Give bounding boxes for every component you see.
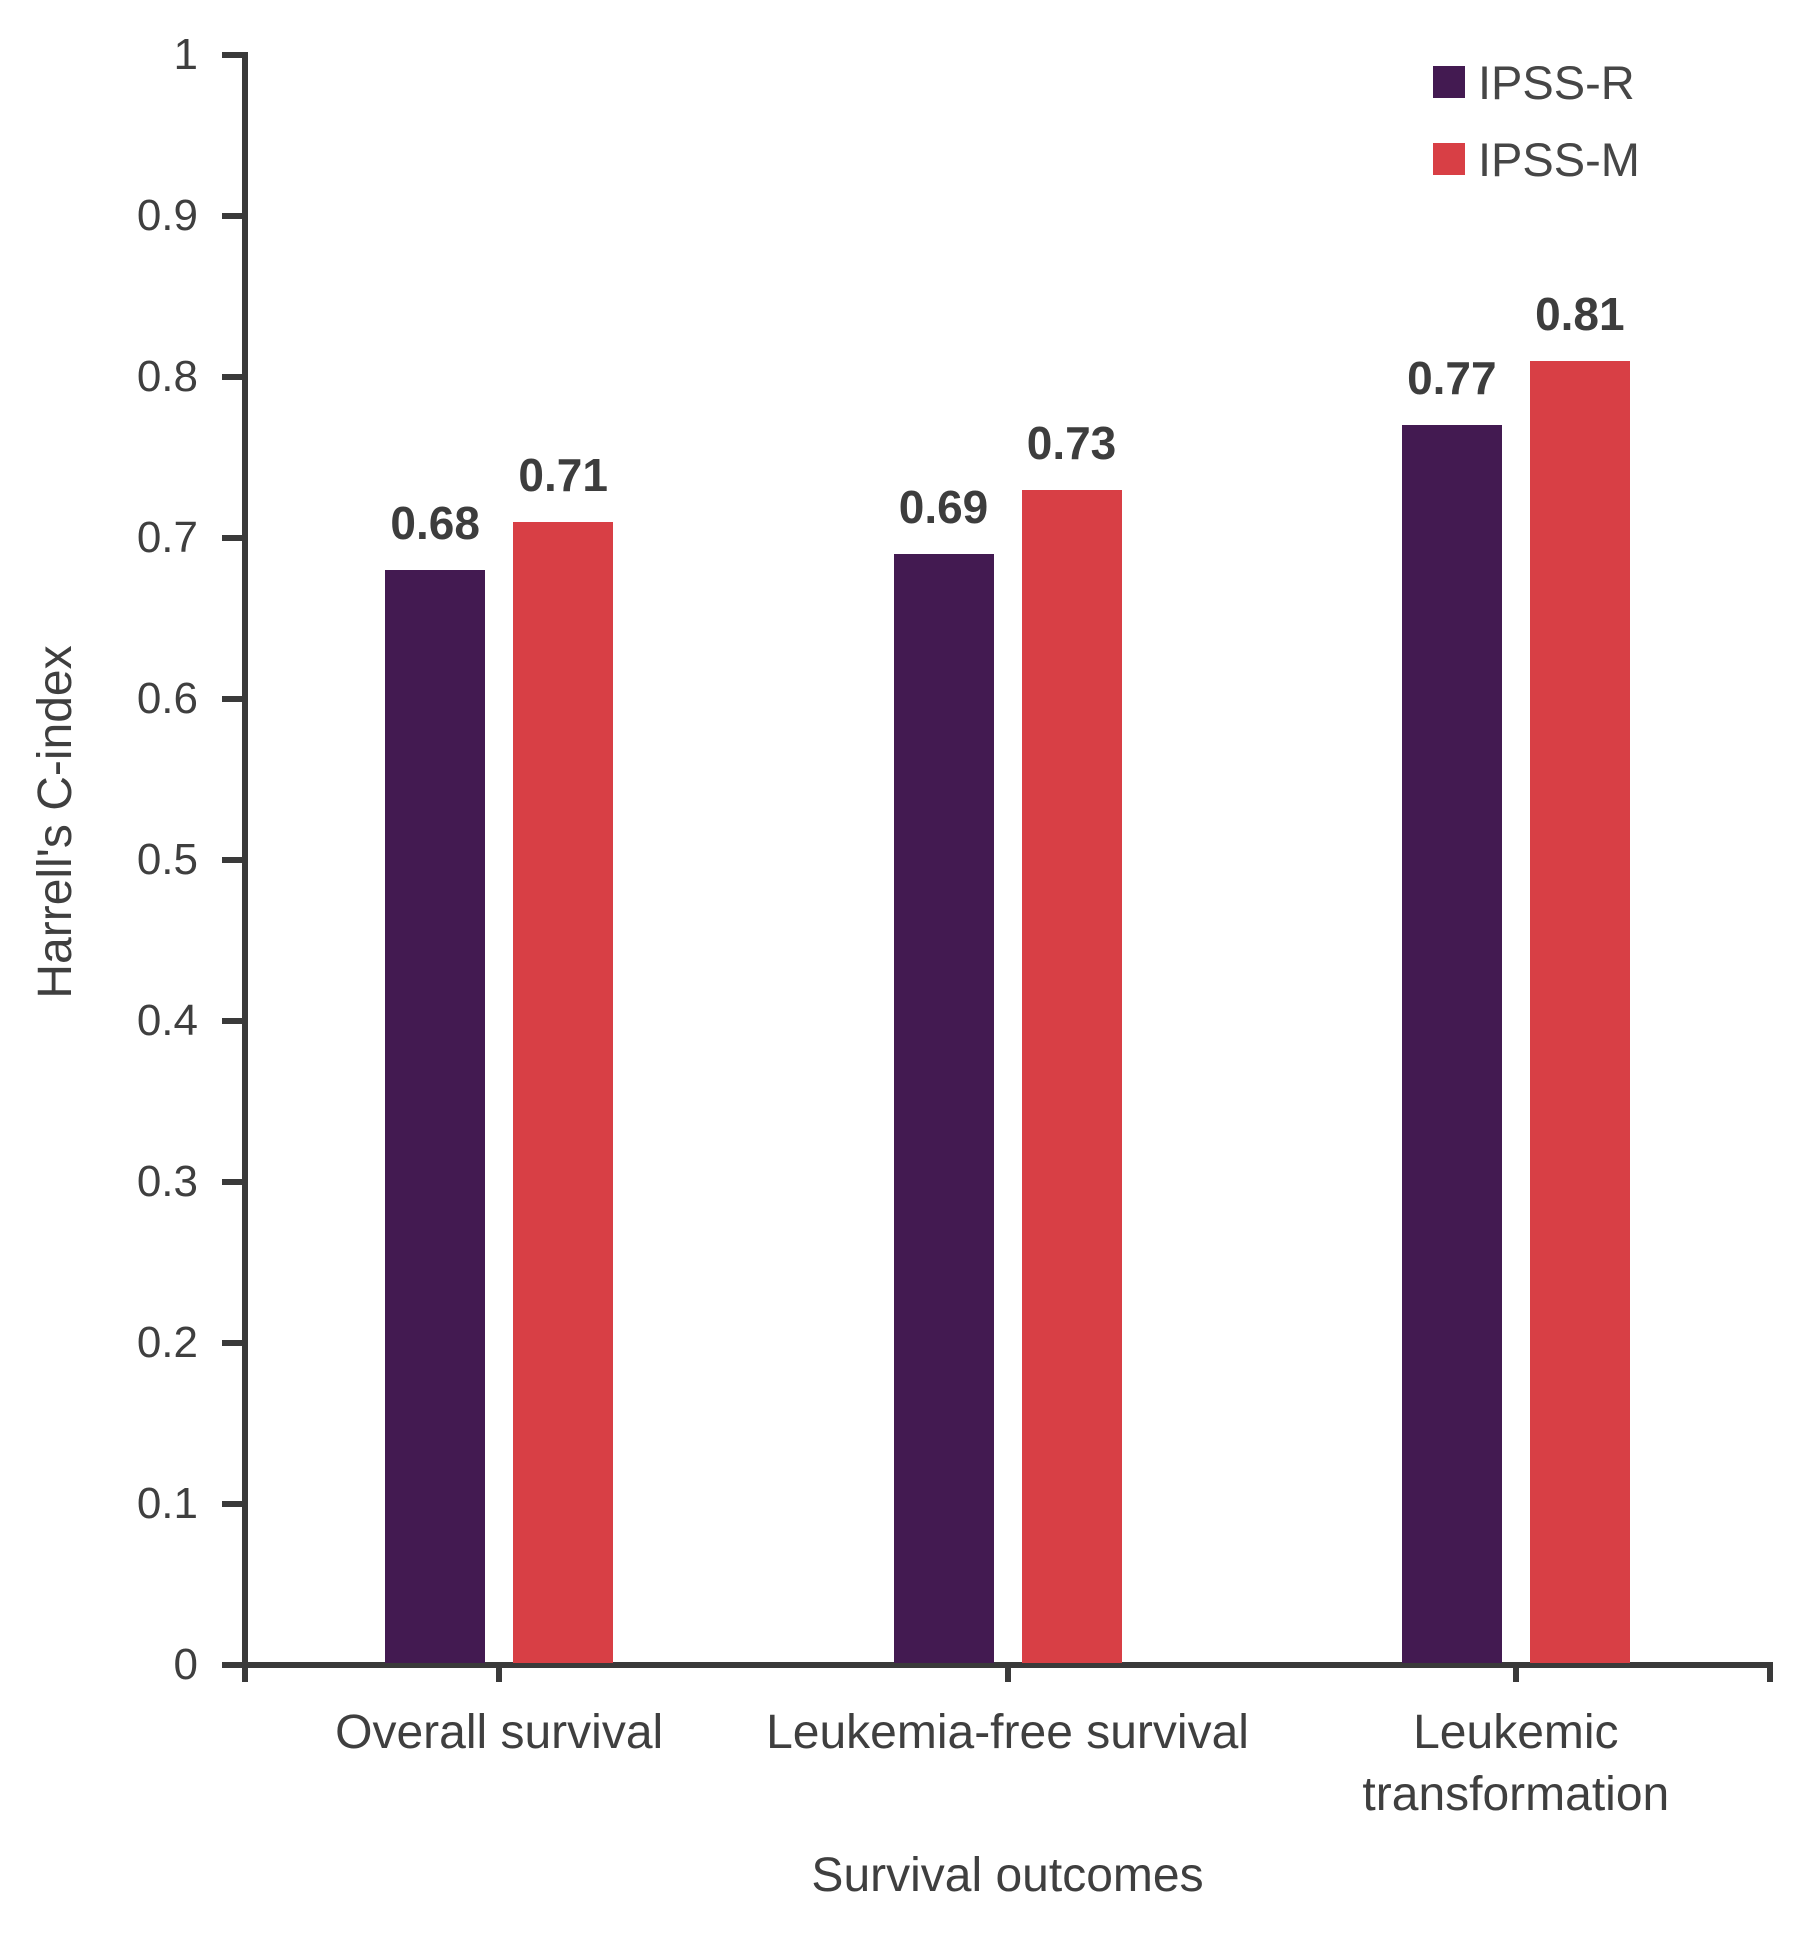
y-tick xyxy=(222,213,242,219)
legend-item-ipss-r: IPSS-R xyxy=(1433,55,1640,109)
y-tick xyxy=(222,1018,242,1024)
y-tick-label: 0.2 xyxy=(136,1318,198,1367)
y-tick-label: 0.6 xyxy=(136,674,198,723)
y-axis-line xyxy=(242,52,248,1668)
y-tick xyxy=(222,696,242,702)
y-tick-label: 0.5 xyxy=(136,835,198,884)
y-tick-label: 1 xyxy=(173,30,198,79)
y-tick-label: 0.3 xyxy=(136,1157,198,1206)
y-tick xyxy=(222,1501,242,1507)
y-tick-label: 0.1 xyxy=(136,1479,198,1528)
x-axis-line xyxy=(242,1662,1773,1668)
y-tick xyxy=(222,1179,242,1185)
legend-swatch-ipss-m xyxy=(1433,143,1465,175)
bar-ipss-r xyxy=(385,570,486,1663)
legend-label-ipss-r: IPSS-R xyxy=(1478,55,1635,109)
bar-value-label: 0.81 xyxy=(1535,287,1625,340)
y-tick-label: 0.7 xyxy=(136,513,198,562)
y-tick xyxy=(222,857,242,863)
y-tick xyxy=(222,1662,242,1668)
y-tick xyxy=(222,374,242,380)
bar-value-label: 0.68 xyxy=(390,497,480,550)
category-label: Overall survival xyxy=(335,1706,664,1759)
x-tick xyxy=(1004,1668,1011,1682)
bar-value-label: 0.71 xyxy=(518,448,608,501)
legend-swatch-ipss-r xyxy=(1433,66,1465,98)
x-tick xyxy=(1767,1668,1773,1682)
x-tick xyxy=(496,1668,503,1682)
bar-ipss-m xyxy=(1529,360,1630,1663)
bar-ipss-r xyxy=(1401,425,1502,1663)
y-tick-label: 0 xyxy=(173,1640,198,1689)
x-tick xyxy=(242,1668,248,1682)
y-tick-label: 0.9 xyxy=(136,191,198,240)
bar-ipss-r xyxy=(893,554,994,1663)
x-axis-title: Survival outcomes xyxy=(811,1849,1204,1902)
legend-item-ipss-m: IPSS-M xyxy=(1433,132,1640,186)
y-tick xyxy=(222,52,242,58)
bar-ipss-m xyxy=(1021,489,1122,1663)
category-label: Leukemic transformation xyxy=(1362,1706,1670,1821)
bar-ipss-m xyxy=(513,521,614,1663)
bar-value-label: 0.69 xyxy=(898,481,989,534)
bar-value-label: 0.77 xyxy=(1407,352,1497,405)
legend: IPSS-R IPSS-M xyxy=(1433,55,1640,186)
y-tick xyxy=(222,1340,242,1346)
bar-value-label: 0.73 xyxy=(1026,416,1117,469)
y-tick-label: 0.8 xyxy=(136,352,198,401)
category-label: Leukemia-free survival xyxy=(766,1706,1249,1759)
legend-label-ipss-m: IPSS-M xyxy=(1478,132,1640,186)
y-tick-label: 0.4 xyxy=(136,996,198,1045)
y-tick xyxy=(222,535,242,541)
x-tick xyxy=(1512,1668,1519,1682)
